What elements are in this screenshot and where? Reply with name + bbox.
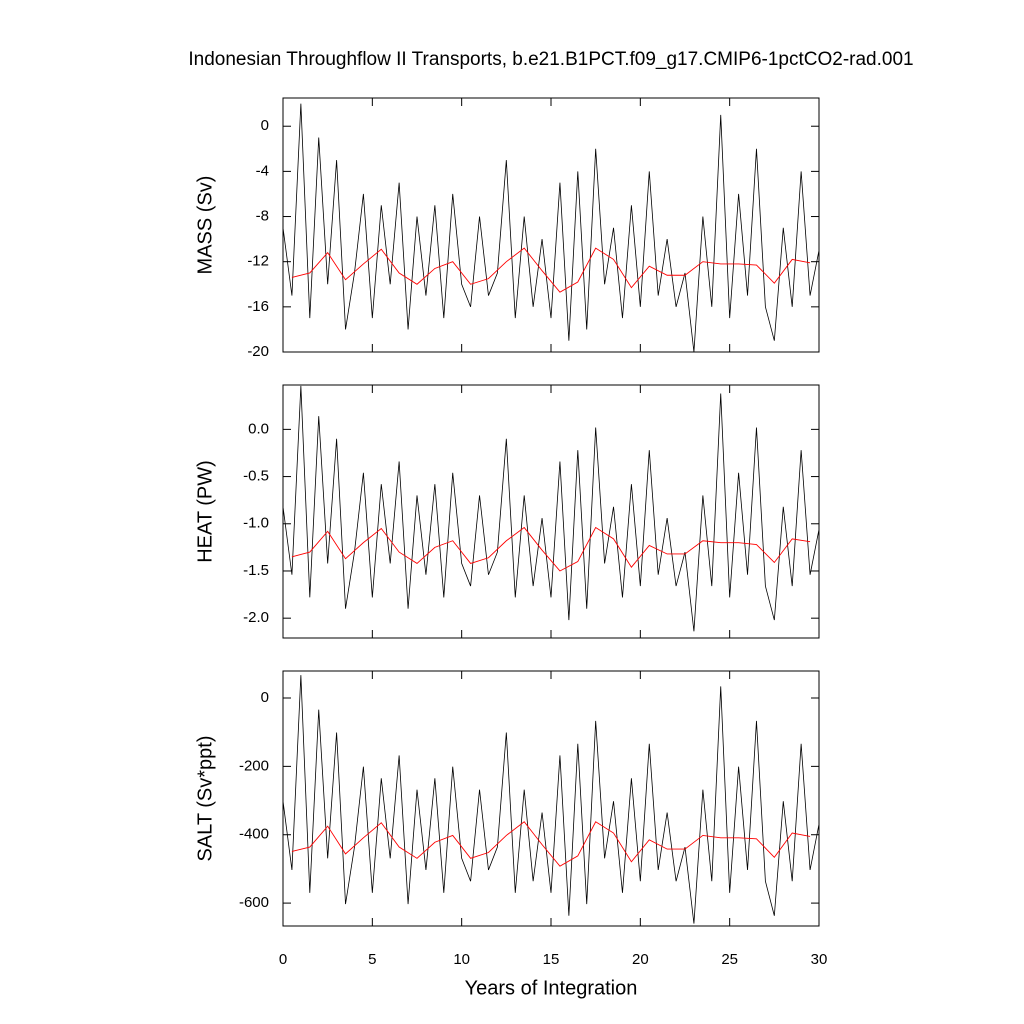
series-line bbox=[291, 821, 811, 867]
x-tick-label: 20 bbox=[632, 951, 649, 968]
x-tick-label: 5 bbox=[368, 951, 376, 968]
x-tick-label: 30 bbox=[811, 951, 828, 968]
plot-area bbox=[283, 103, 819, 352]
series-line bbox=[283, 675, 819, 924]
x-tick-label: 10 bbox=[453, 951, 470, 968]
x-tick-label: 0 bbox=[279, 951, 287, 968]
y-tick-label: -400 bbox=[239, 826, 269, 843]
plot-area bbox=[283, 675, 819, 924]
x-axis-label: Years of Integration bbox=[465, 977, 638, 999]
y-tick-label: -16 bbox=[247, 298, 269, 315]
y-axis-label: HEAT (PW) bbox=[194, 460, 216, 563]
y-tick-label: -1.0 bbox=[243, 515, 269, 532]
y-tick-label: -200 bbox=[239, 757, 269, 774]
y-tick-label: -12 bbox=[247, 253, 269, 270]
series-line bbox=[291, 526, 811, 572]
plot-frame bbox=[282, 384, 820, 639]
y-tick-label: -2.0 bbox=[243, 609, 269, 626]
y-tick-label: -8 bbox=[256, 208, 269, 225]
y-tick-label: -600 bbox=[239, 894, 269, 911]
plot-area bbox=[283, 385, 819, 632]
y-tick-label: -0.5 bbox=[243, 468, 269, 485]
y-tick-label: -1.5 bbox=[243, 562, 269, 579]
y-tick-label: -4 bbox=[256, 162, 269, 179]
series-line bbox=[291, 247, 811, 293]
y-tick-label: -20 bbox=[247, 343, 269, 360]
chart-title: Indonesian Throughflow II Transports, b.… bbox=[188, 49, 913, 70]
x-tick-label: 15 bbox=[543, 951, 560, 968]
y-axis-label: MASS (Sv) bbox=[194, 176, 216, 275]
series-line bbox=[283, 385, 819, 632]
y-tick-label: 0.0 bbox=[248, 420, 269, 437]
y-tick-label: 0 bbox=[261, 689, 269, 706]
y-tick-label: 0 bbox=[261, 117, 269, 134]
x-tick-label: 25 bbox=[721, 951, 738, 968]
series-line bbox=[283, 103, 819, 352]
y-axis-label: SALT (Sv*ppt) bbox=[194, 736, 216, 862]
